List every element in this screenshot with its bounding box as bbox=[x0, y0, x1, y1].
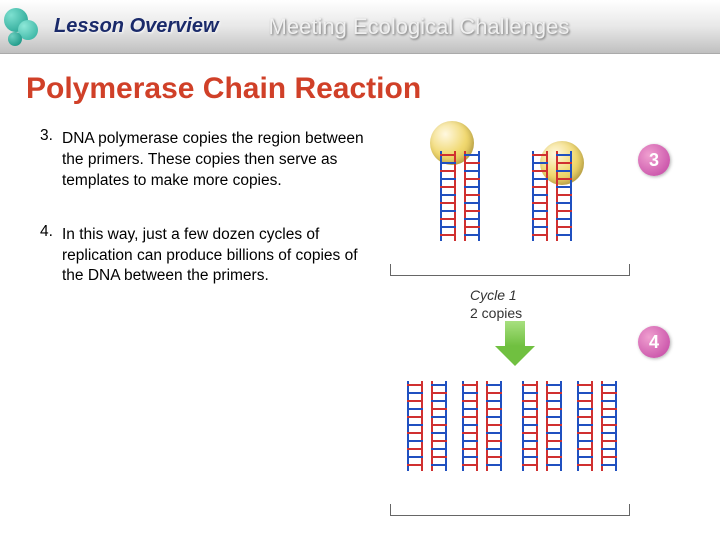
dna-pair bbox=[520, 381, 564, 471]
item-text bbox=[57, 127, 61, 144]
logo bbox=[0, 0, 50, 54]
dna-pair bbox=[438, 151, 482, 241]
dna-strand bbox=[575, 381, 595, 471]
dna-strand bbox=[460, 381, 480, 471]
bullet-item-4: 4. In this way, just a few dozen cycles … bbox=[40, 222, 370, 288]
item-number: 3. bbox=[40, 127, 53, 144]
dna-pair bbox=[460, 381, 504, 471]
bracket bbox=[390, 504, 630, 516]
lesson-overview-label: Lesson Overview bbox=[54, 15, 219, 38]
bracket bbox=[390, 264, 630, 276]
cycle-label: Cycle 1 2 copies bbox=[470, 286, 522, 322]
dna-pair bbox=[530, 151, 574, 241]
cycle-label-line2: 2 copies bbox=[470, 304, 522, 322]
slide-header: Lesson Overview Meeting Ecological Chall… bbox=[0, 0, 720, 54]
dna-strand bbox=[438, 151, 458, 241]
diagram-column: 3 4 Cycle 1 2 copies bbox=[370, 126, 680, 536]
dna-strand bbox=[530, 151, 550, 241]
dna-pair bbox=[405, 381, 449, 471]
dna-strand bbox=[429, 381, 449, 471]
dna-strand bbox=[599, 381, 619, 471]
step-badge-4: 4 bbox=[638, 326, 670, 358]
dna-strand bbox=[405, 381, 425, 471]
diagram-panel-step3 bbox=[390, 126, 630, 276]
step-badge-3: 3 bbox=[638, 144, 670, 176]
dna-pair bbox=[575, 381, 619, 471]
item-text: DNA polymerase copies the region between… bbox=[40, 129, 370, 192]
item-number: 4. bbox=[40, 223, 53, 240]
main-title: Polymerase Chain Reaction bbox=[0, 54, 720, 106]
logo-bubble bbox=[8, 32, 22, 46]
bullet-item-3: 3. DNA polymerase copies the region betw… bbox=[40, 126, 370, 192]
arrow-down-icon bbox=[495, 321, 535, 366]
pcr-diagram: 3 4 Cycle 1 2 copies bbox=[370, 126, 670, 536]
cycle-label-line1: Cycle 1 bbox=[470, 286, 522, 304]
dna-strand bbox=[554, 151, 574, 241]
topic-title: Meeting Ecological Challenges bbox=[269, 14, 570, 40]
dna-strand bbox=[484, 381, 504, 471]
diagram-panel-step4 bbox=[390, 366, 630, 516]
dna-strand bbox=[544, 381, 564, 471]
item-text: In this way, just a few dozen cycles of … bbox=[40, 225, 370, 288]
dna-strand bbox=[520, 381, 540, 471]
content-area: 3. DNA polymerase copies the region betw… bbox=[0, 106, 720, 536]
dna-strand bbox=[462, 151, 482, 241]
text-column: 3. DNA polymerase copies the region betw… bbox=[40, 126, 370, 536]
